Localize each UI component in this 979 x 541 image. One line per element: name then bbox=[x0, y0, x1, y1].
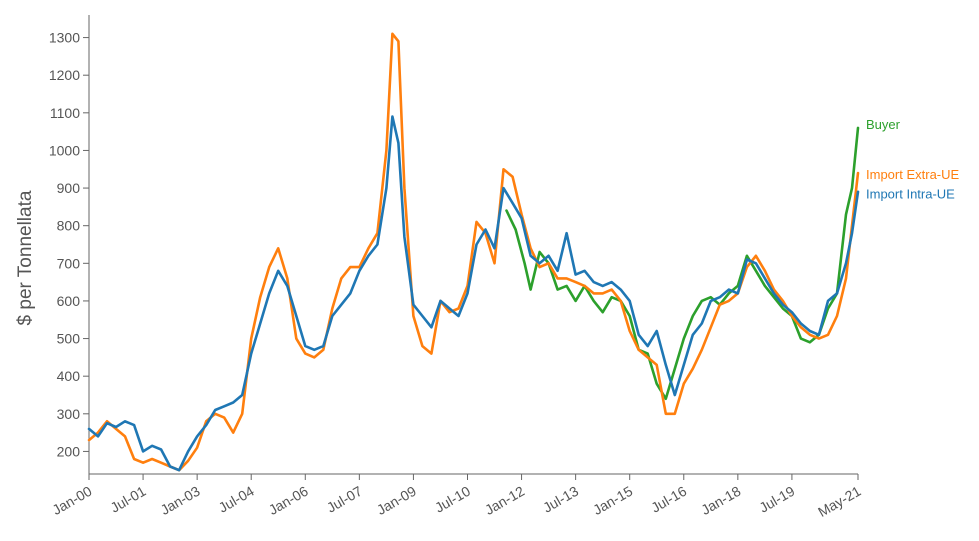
x-tick-label: Jan-12 bbox=[482, 483, 527, 518]
y-tick-label: 800 bbox=[57, 218, 81, 234]
y-tick-label: 900 bbox=[57, 180, 81, 196]
x-tick-label: Jul-01 bbox=[108, 483, 149, 516]
series-label-import-intra-ue: Import Intra-UE bbox=[866, 187, 955, 202]
y-tick-label: 200 bbox=[57, 443, 81, 459]
y-tick-label: 700 bbox=[57, 255, 81, 271]
x-tick-label: Jul-04 bbox=[216, 483, 257, 516]
x-tick-label: Jan-18 bbox=[698, 483, 743, 518]
series-labels: Buyer Import Extra-UE Import Intra-UE bbox=[866, 117, 960, 202]
x-tick-label: Jan-00 bbox=[49, 483, 94, 518]
x-tick-label: Jul-10 bbox=[432, 483, 473, 516]
y-tick-label: 500 bbox=[57, 331, 81, 347]
x-tick-label: Jul-16 bbox=[648, 483, 689, 516]
x-tick-label: Jan-06 bbox=[266, 483, 311, 518]
y-tick-label: 1100 bbox=[50, 105, 80, 121]
y-tick-label: 300 bbox=[57, 406, 81, 422]
series-line-buyer bbox=[505, 126, 860, 401]
y-tick-label: 400 bbox=[57, 368, 81, 384]
y-tick-label: 1200 bbox=[49, 67, 80, 83]
x-tick-label: May-21 bbox=[815, 483, 864, 520]
series-line-import-intra-ue bbox=[87, 115, 860, 472]
y-tick-label: 600 bbox=[57, 293, 81, 309]
series-label-import-extra-ue: Import Extra-UE bbox=[866, 167, 960, 182]
series-group bbox=[87, 32, 860, 472]
x-tick-label: Jan-03 bbox=[158, 483, 203, 518]
axes bbox=[88, 15, 858, 475]
y-axis-ticks: 200 300 400 500 600 700 800 900 1000 1100 1200 1300 bbox=[49, 30, 89, 459]
x-tick-label: Jul-07 bbox=[324, 483, 365, 516]
x-tick-label: Jan-09 bbox=[374, 483, 419, 518]
x-tick-label: Jul-19 bbox=[756, 483, 797, 516]
series-line-import-extra-ue bbox=[87, 32, 860, 472]
y-tick-label: 1300 bbox=[49, 30, 80, 46]
x-tick-label: Jul-13 bbox=[540, 483, 581, 516]
x-tick-label: Jan-15 bbox=[590, 483, 635, 518]
series-label-buyer: Buyer bbox=[866, 117, 901, 132]
y-tick-label: 1000 bbox=[49, 142, 80, 158]
y-axis-title: $ per Tonnellata bbox=[15, 190, 36, 325]
x-axis-ticks: Jan-00 Jul-01 Jan-03 Jul-04 Jan-06 Jul-07 Jan-… bbox=[49, 474, 864, 520]
